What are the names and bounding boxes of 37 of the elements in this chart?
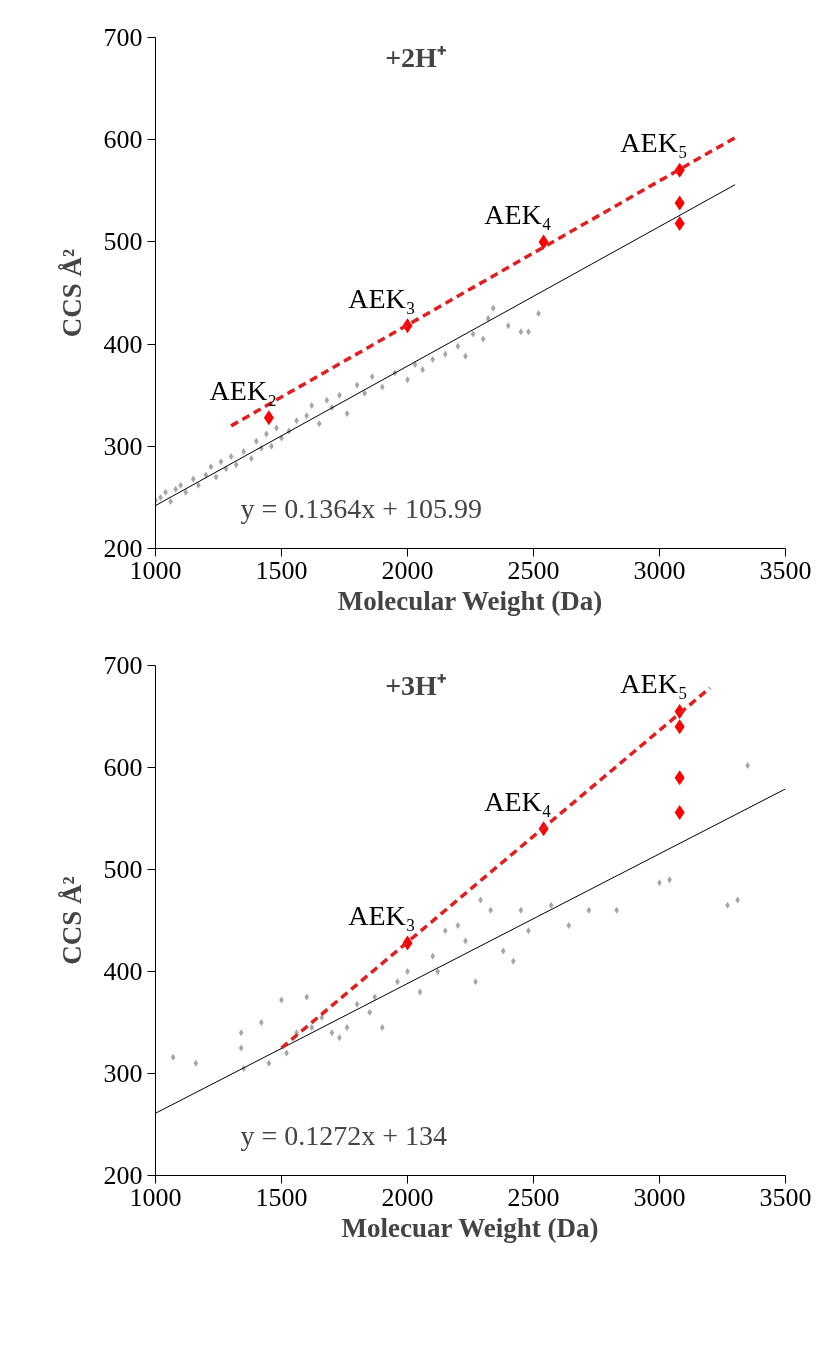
- y-tick-label: 500: [103, 855, 143, 884]
- y-tick-label: 600: [103, 125, 143, 155]
- x-axis-title: Molecuar Weight (Da): [341, 1212, 599, 1243]
- x-tick-label: 1500: [255, 555, 308, 585]
- x-axis-title: Molecular Weight (Da): [337, 585, 603, 616]
- y-tick-label: 700: [103, 23, 143, 52]
- annotation: AEK₃: [348, 282, 416, 314]
- y-tick-label: 200: [103, 1161, 143, 1190]
- x-tick-label: 1500: [255, 1182, 308, 1212]
- x-tick-label: 2500: [507, 555, 560, 585]
- y-tick-label: 400: [103, 329, 143, 359]
- y-axis-title: CCS Å²: [56, 876, 87, 965]
- annotation: y = 0.1272x + 134: [240, 1119, 448, 1151]
- chart-title: +3H⁺: [385, 670, 446, 701]
- x-tick-label: 2000: [381, 555, 434, 585]
- y-tick-label: 400: [103, 957, 143, 986]
- annotation: AEK₂: [209, 374, 277, 406]
- y-tick-label: 300: [103, 1059, 143, 1088]
- x-tick-label: 2500: [507, 1182, 560, 1212]
- x-tick-label: 3000: [633, 1182, 686, 1212]
- x-tick-label: 3500: [759, 1182, 812, 1212]
- y-tick-label: 500: [103, 227, 143, 257]
- annotation: AEK₃: [348, 899, 416, 931]
- x-tick-label: 2000: [381, 1182, 434, 1212]
- annotation: AEK₄: [484, 785, 552, 817]
- y-tick-label: 200: [103, 534, 143, 563]
- y-tick-label: 700: [103, 651, 143, 680]
- y-tick-label: 300: [103, 431, 143, 461]
- annotation: AEK₅: [620, 127, 688, 159]
- annotation: y = 0.1364x + 105.99: [240, 492, 483, 524]
- annotation: AEK₅: [620, 668, 688, 700]
- annotation: AEK₄: [484, 198, 552, 230]
- y-tick-label: 600: [103, 753, 143, 782]
- x-tick-label: 3000: [633, 555, 686, 585]
- x-tick-label: 3500: [759, 555, 812, 585]
- chart-title: +2H⁺: [385, 42, 446, 73]
- y-axis-title: CCS Å²: [56, 248, 87, 338]
